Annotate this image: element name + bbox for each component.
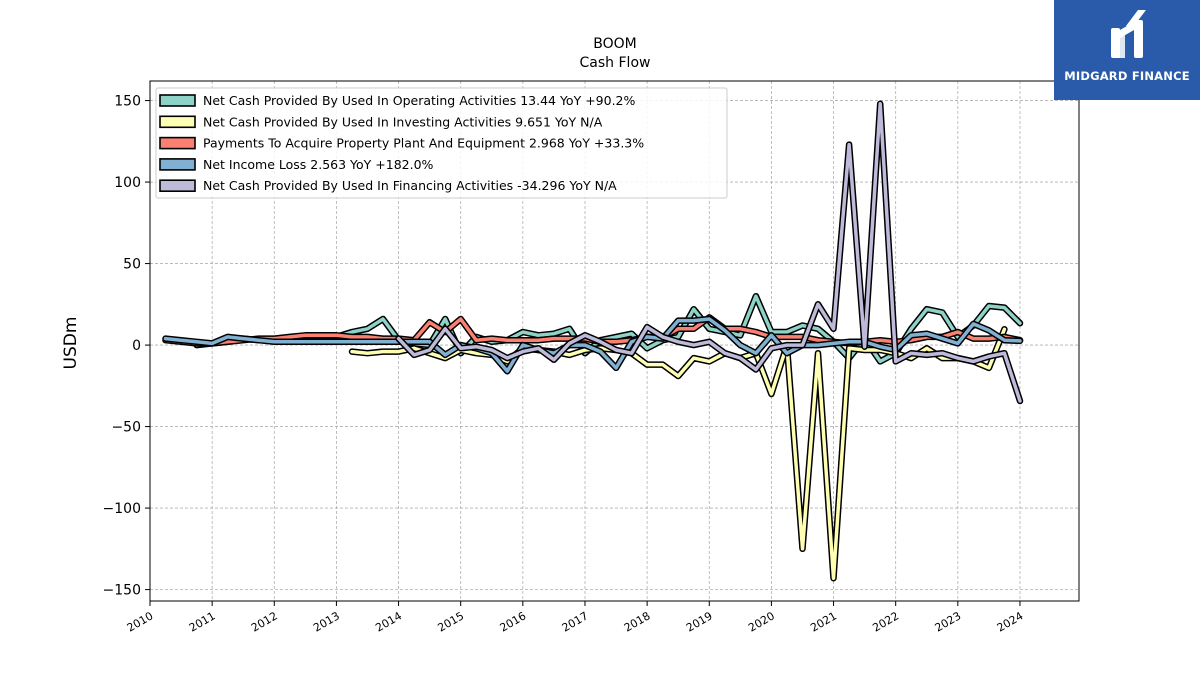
plot-frame xyxy=(149,80,1080,602)
chart-subtitle: Cash Flow xyxy=(580,55,651,71)
legend: Net Cash Provided By Used In Operating A… xyxy=(155,87,728,199)
y-tick-label: 150 xyxy=(114,94,141,110)
legend-swatch xyxy=(159,115,196,129)
x-tick-label: 2014 xyxy=(373,609,404,634)
x-tick-label: 2015 xyxy=(435,609,466,634)
x-tick-label: 2020 xyxy=(746,609,777,634)
x-tick-label: 2018 xyxy=(622,609,653,634)
x-tick-label: 2013 xyxy=(311,609,342,634)
brand-logo: MIDGARD FINANCE xyxy=(1054,0,1200,100)
x-tick-label: 2016 xyxy=(498,609,529,634)
legend-swatch xyxy=(159,179,196,192)
chart-title: BOOM xyxy=(593,36,636,52)
legend-box xyxy=(155,87,728,199)
x-tick-label: 2017 xyxy=(560,609,591,634)
legend-label: Payments To Acquire Property Plant And E… xyxy=(203,136,644,151)
series-lines xyxy=(162,100,1024,582)
y-tick-label: 0 xyxy=(132,338,141,354)
x-tick-label: 2021 xyxy=(808,609,839,634)
y-axis-label: USDm xyxy=(61,317,81,370)
brand-name: MIDGARD FINANCE xyxy=(1064,69,1190,83)
legend-label: Net Cash Provided By Used In Investing A… xyxy=(203,114,603,129)
legend-swatch xyxy=(159,158,196,171)
y-tick-label: −50 xyxy=(111,420,141,436)
x-tick-label: 2023 xyxy=(933,609,964,634)
series-line xyxy=(163,317,1022,373)
series-line-outline xyxy=(348,326,1008,582)
y-tick-label: 50 xyxy=(123,257,141,273)
series-line xyxy=(350,327,1007,580)
x-tick-label: 2010 xyxy=(125,609,156,634)
y-tick-label: −150 xyxy=(103,583,141,599)
midgard-logo-icon xyxy=(1111,10,1146,58)
legend-label: Net Cash Provided By Used In Operating A… xyxy=(203,93,635,108)
legend-label: Net Cash Provided By Used In Financing A… xyxy=(203,178,617,193)
y-tick-label: −100 xyxy=(103,501,141,517)
legend-label: Net Income Loss 2.563 YoY +182.0% xyxy=(203,157,434,172)
x-tick-label: 2024 xyxy=(995,609,1026,634)
x-tick-label: 2022 xyxy=(870,609,901,634)
legend-swatch xyxy=(159,136,196,150)
x-tick-label: 2011 xyxy=(187,609,218,634)
legend-swatch xyxy=(159,94,196,107)
x-tick-label: 2019 xyxy=(684,609,715,634)
x-tick-label: 2012 xyxy=(249,609,280,634)
y-tick-label: 100 xyxy=(114,175,141,191)
series-line xyxy=(396,102,1022,403)
